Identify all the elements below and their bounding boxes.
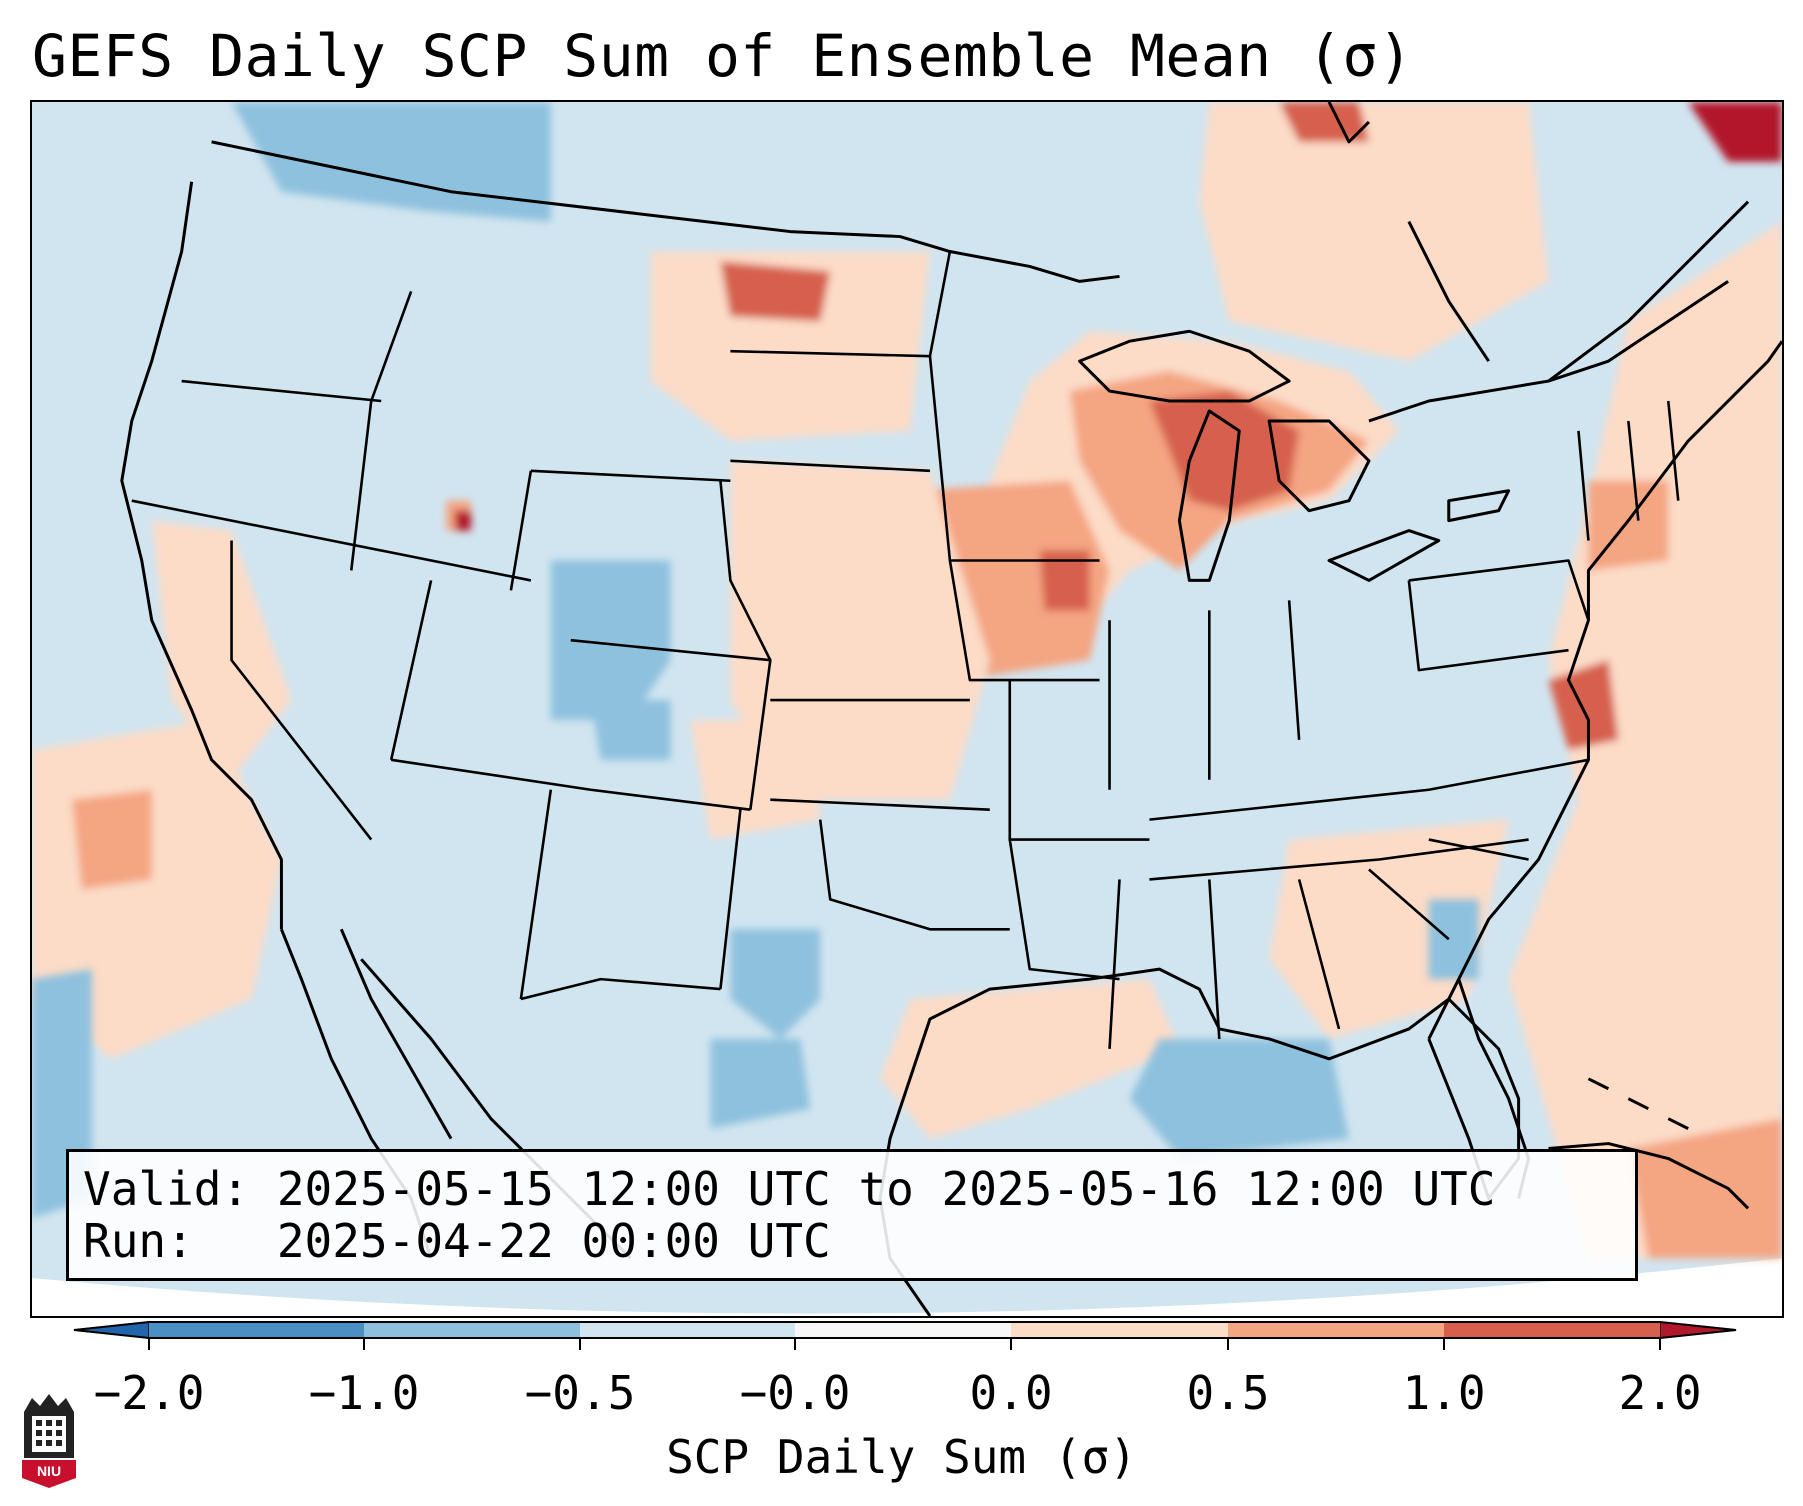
colorbar-tick-label: 2.0 — [1618, 1366, 1702, 1420]
positive-anomaly-layer — [32, 102, 1782, 1259]
svg-text:NIU: NIU — [37, 1463, 61, 1479]
colorbar-segment — [580, 1322, 795, 1338]
valid-time-line: Valid: 2025-05-15 12:00 UTC to 2025-05-1… — [83, 1162, 1496, 1216]
lake-huron — [1267, 419, 1371, 513]
colorbar-label: SCP Daily Sum (σ) — [666, 1430, 1137, 1484]
map-panel — [30, 100, 1784, 1318]
colorbar-tick-label: 0.0 — [969, 1366, 1053, 1420]
colorbar-segment — [1011, 1322, 1228, 1338]
lake-michigan — [1177, 409, 1241, 582]
niu-logo-icon: NIU — [22, 1394, 76, 1488]
colorbar-segment — [149, 1322, 364, 1338]
colorbar-tick-label: −0.5 — [524, 1366, 636, 1420]
st-lawrence — [1547, 200, 1750, 383]
valid-run-info-box: Valid: 2025-05-15 12:00 UTC to 2025-05-1… — [66, 1149, 1638, 1281]
lake-erie — [1327, 529, 1441, 582]
colorbar-segment — [364, 1322, 580, 1338]
map-canvas — [32, 102, 1782, 1316]
colorbar-segment — [795, 1322, 1011, 1338]
colorbar-segment — [1228, 1322, 1444, 1338]
cuba — [1548, 1142, 1750, 1210]
run-time-line: Run: 2025-04-22 00:00 UTC — [83, 1214, 831, 1268]
colorbar-tick-label: 0.5 — [1186, 1366, 1270, 1420]
gulf-of-california — [339, 928, 453, 1140]
bahamas — [1587, 1077, 1689, 1130]
colorbar-extend-high — [1659, 1321, 1737, 1339]
lake-ontario — [1447, 489, 1511, 523]
map-title: GEFS Daily SCP Sum of Ensemble Mean (σ) — [32, 22, 1414, 90]
east-coast — [1427, 340, 1782, 1040]
colorbar-outline — [73, 1321, 1737, 1339]
colorbar-tick-label: 1.0 — [1402, 1366, 1486, 1420]
colorbar-extend-low — [73, 1321, 150, 1339]
coastline-layer — [120, 102, 1782, 1316]
colorbar-segment — [1444, 1322, 1660, 1338]
lake-superior — [1078, 329, 1291, 403]
west-coast — [120, 181, 283, 930]
colorbar-tick-label: −2.0 — [93, 1366, 205, 1420]
colorbar-tick-label: −0.0 — [739, 1366, 851, 1420]
state-borders-layer — [131, 251, 1680, 1049]
colorbar-tick-label: −1.0 — [308, 1366, 420, 1420]
hudson-bay-coast — [1327, 102, 1490, 362]
